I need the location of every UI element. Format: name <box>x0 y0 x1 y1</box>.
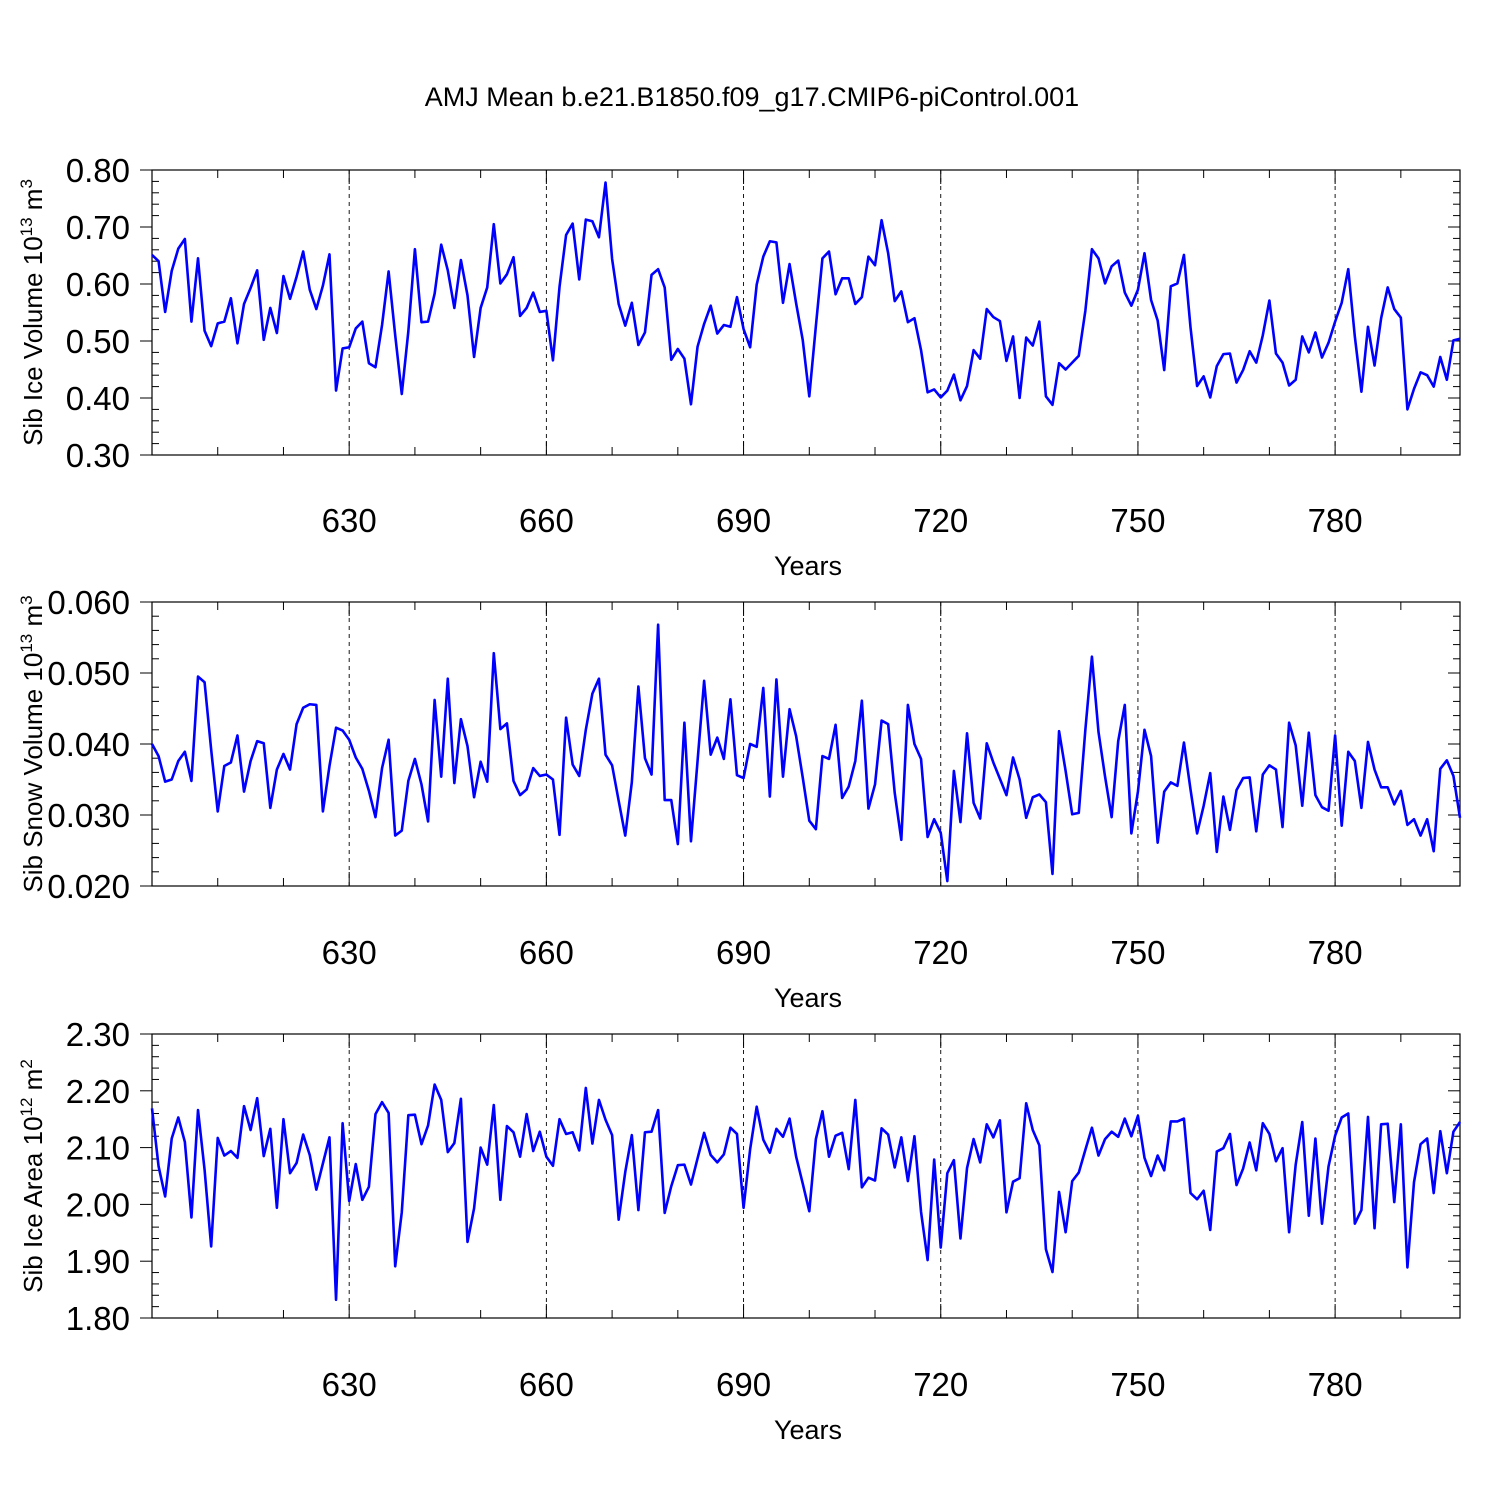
panel-3: 1.80 1.90 2.00 2.10 2.20 2.30 630 660 690 720 750 7… <box>17 1016 1462 1445</box>
y-tick-label: 2.00 <box>66 1186 130 1223</box>
y-label-text: Sib Snow Volume 10 <box>18 653 48 893</box>
x-tick-label: 690 <box>716 1366 771 1403</box>
y-tick-label: 0.030 <box>47 797 130 834</box>
x-tick-label: 690 <box>716 502 771 539</box>
x-tick-label: 780 <box>1308 934 1363 971</box>
series-line <box>150 623 1462 883</box>
y-tick-label: 1.90 <box>66 1243 130 1280</box>
series-line <box>150 1083 1462 1302</box>
y-label-unit: m <box>18 1069 48 1098</box>
x-axis-label: Years <box>774 551 842 581</box>
y-label-unit-exponent: 3 <box>17 179 36 188</box>
panel-1: 0.30 0.40 0.50 0.60 0.70 0.80 630 660 690 720 750 7… <box>17 152 1461 581</box>
y-tick-label: 2.20 <box>66 1073 130 1110</box>
y-axis-label: Sib Ice Area 1012 m2 <box>17 1059 48 1293</box>
y-tick-label: 0.70 <box>66 209 130 246</box>
y-label-exponent: 12 <box>17 1098 36 1117</box>
series-line <box>151 181 1461 411</box>
y-label-unit-exponent: 3 <box>17 595 36 604</box>
x-tick-label: 750 <box>1110 502 1165 539</box>
x-tick-label: 780 <box>1308 502 1363 539</box>
panel-2: 0.020 0.030 0.040 0.050 0.060 630 660 690 720 750… <box>17 584 1462 1013</box>
y-tick-label: 0.040 <box>47 726 130 763</box>
x-tick-label: 750 <box>1110 934 1165 971</box>
x-tick-label: 630 <box>322 502 377 539</box>
x-tick-label: 630 <box>322 1366 377 1403</box>
y-label-text: Sib Ice Area 10 <box>18 1116 48 1292</box>
plot-frame <box>151 601 1461 887</box>
y-tick-label: 0.80 <box>66 152 130 189</box>
y-label-unit: m <box>18 189 48 218</box>
x-tick-label: 720 <box>913 1366 968 1403</box>
x-tick-label: 720 <box>913 502 968 539</box>
y-tick-label: 0.40 <box>66 380 130 417</box>
y-tick-label: 0.050 <box>47 655 130 692</box>
x-axis-label: Years <box>774 1415 842 1445</box>
y-axis-label: Sib Snow Volume 1013 m3 <box>17 595 48 892</box>
y-label-unit-exponent: 2 <box>17 1059 36 1068</box>
plot-frame <box>151 169 1461 456</box>
x-tick-label: 660 <box>519 502 574 539</box>
x-tick-label: 660 <box>519 934 574 971</box>
y-tick-label: 1.80 <box>66 1300 130 1337</box>
x-tick-label: 780 <box>1308 1366 1363 1403</box>
y-label-text: Sib Ice Volume 10 <box>18 236 48 446</box>
y-tick-label: 0.020 <box>47 868 130 905</box>
figure-title: AMJ Mean b.e21.B1850.f09_g17.CMIP6-piCon… <box>425 82 1079 112</box>
y-tick-label: 0.60 <box>66 266 130 303</box>
x-tick-label: 750 <box>1110 1366 1165 1403</box>
y-label-exponent: 13 <box>17 217 36 236</box>
x-axis-label: Years <box>774 983 842 1013</box>
x-tick-label: 690 <box>716 934 771 971</box>
y-tick-label: 0.060 <box>47 584 130 621</box>
y-label-unit: m <box>18 605 48 634</box>
x-tick-label: 720 <box>913 934 968 971</box>
plot-frame <box>151 1033 1461 1319</box>
y-tick-label: 2.10 <box>66 1130 130 1167</box>
y-tick-label: 0.50 <box>66 323 130 360</box>
y-axis-label: Sib Ice Volume 1013 m3 <box>17 179 48 446</box>
y-tick-label: 0.30 <box>66 437 130 474</box>
x-tick-label: 630 <box>322 934 377 971</box>
x-tick-label: 660 <box>519 1366 574 1403</box>
y-label-exponent: 13 <box>17 634 36 653</box>
y-tick-label: 2.30 <box>66 1016 130 1053</box>
